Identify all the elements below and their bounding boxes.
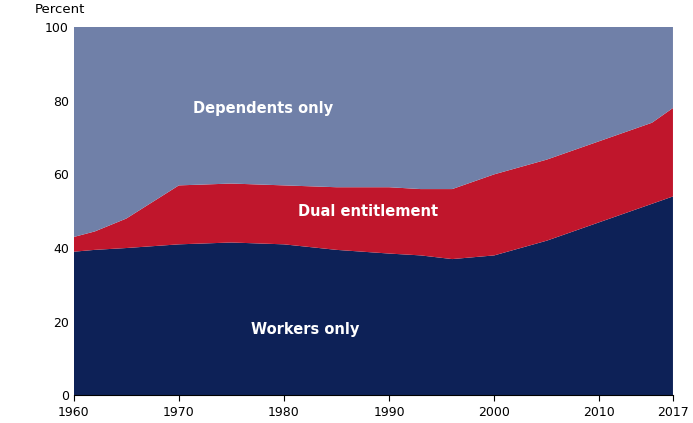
Text: Dependents only: Dependents only — [193, 101, 333, 115]
Text: Percent: Percent — [35, 3, 85, 16]
Text: Dual entitlement: Dual entitlement — [298, 204, 438, 219]
Text: Workers only: Workers only — [251, 321, 359, 337]
